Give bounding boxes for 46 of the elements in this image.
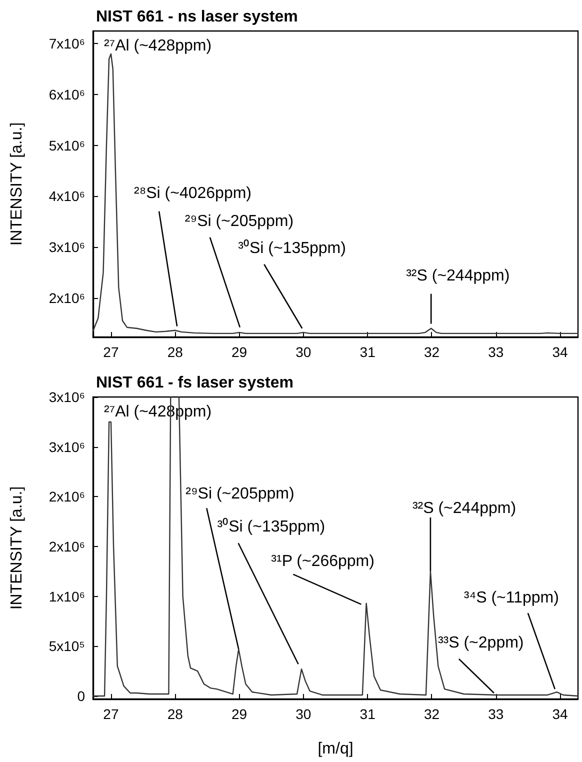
annotation: ³⁰Si (~135ppm) — [217, 518, 326, 536]
x-axis-title: [m/q] — [318, 740, 354, 758]
y-tick-label: 3x10⁶ — [48, 239, 85, 256]
annotation: ³³S (~2ppm) — [438, 634, 524, 652]
x-tick-label: 31 — [360, 706, 376, 722]
annotation: ³²S (~244ppm) — [412, 500, 516, 517]
line-series — [92, 53, 579, 334]
x-tick-label: 29 — [231, 344, 248, 360]
y-axis-title: INTENSITY [a.u.] — [8, 486, 26, 610]
annotation: ²⁹Si (~205ppm) — [184, 212, 294, 230]
annotation: ³¹P (~266ppm) — [271, 552, 374, 570]
x-tick-label: 32 — [424, 706, 440, 722]
y-tick-label: 6x10⁶ — [48, 86, 85, 103]
x-tick-label: 30 — [296, 344, 312, 360]
y-tick-label: 1x10⁶ — [48, 588, 85, 604]
y-tick-label: 3x10⁶ — [48, 438, 85, 455]
y-tick-label: 5x10⁶ — [48, 137, 85, 154]
x-tick-label: 27 — [103, 344, 119, 360]
x-tick-label: 27 — [103, 706, 119, 722]
x-tick-label: 28 — [167, 706, 184, 722]
x-tick-label: 33 — [488, 344, 504, 360]
annotation: ³⁰Si (~135ppm) — [238, 238, 346, 257]
chart-title: NIST 661 - fs laser system — [96, 374, 294, 392]
y-tick-label: 2x10⁶ — [48, 538, 85, 555]
x-tick-label: 33 — [488, 706, 504, 722]
annotation: ³²S (~244ppm) — [406, 267, 510, 284]
y-tick-label: 2x10⁶ — [48, 290, 85, 306]
x-tick-label: 32 — [424, 344, 440, 360]
annotation: ²⁹Si (~205ppm) — [186, 486, 294, 503]
annotation: ³⁴S (~11ppm) — [464, 590, 559, 607]
y-tick-label: 0 — [77, 688, 86, 704]
y-axis-title: INTENSITY [a.u.] — [8, 122, 26, 246]
y-tick-label: 3x10⁶ — [48, 389, 85, 405]
x-tick-label: 34 — [552, 706, 568, 722]
y-tick-label: 2x10⁶ — [48, 488, 85, 505]
y-tick-label: 4x10⁶ — [48, 188, 85, 204]
x-tick-label: 29 — [231, 706, 248, 722]
y-tick-label: 7x10⁶ — [48, 36, 85, 52]
y-tick-label: 5x10⁵ — [48, 638, 85, 654]
chart-title: NIST 661 - ns laser system — [96, 8, 298, 26]
x-tick-label: 28 — [167, 344, 184, 360]
annotation: ²⁷Al (~428ppm) — [104, 37, 212, 54]
x-tick-label: 34 — [552, 344, 568, 360]
x-tick-label: 31 — [360, 344, 376, 360]
annotation: ²⁸Si (~4026ppm) — [134, 184, 252, 202]
x-tick-label: 30 — [296, 706, 312, 722]
